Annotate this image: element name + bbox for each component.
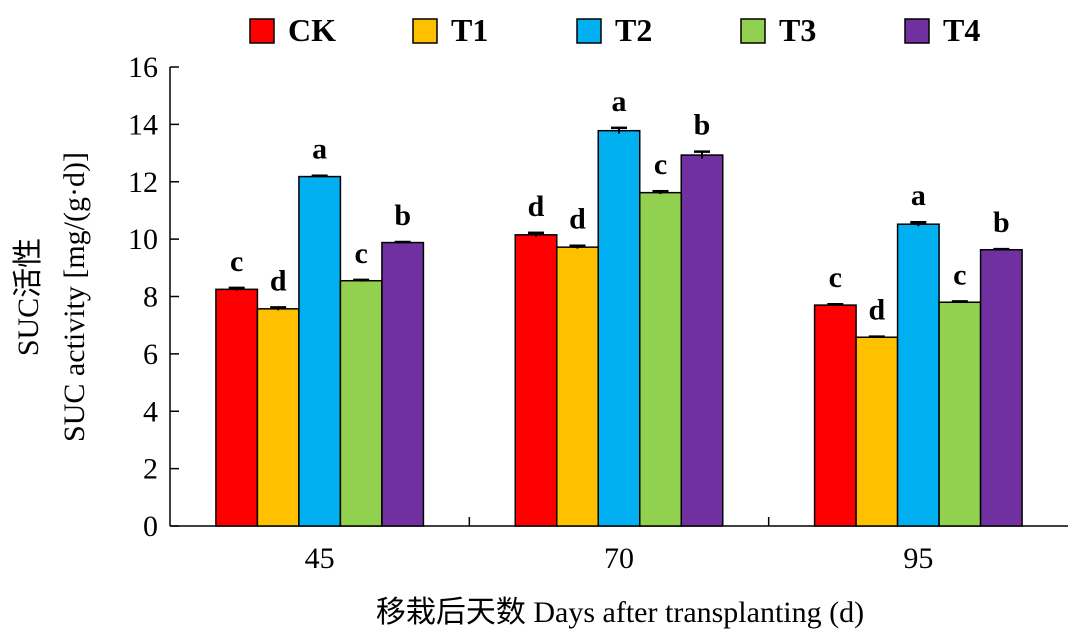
- y-axis-title-line1: SUC活性: [12, 238, 45, 356]
- significance-label: d: [270, 264, 287, 297]
- x-axis-title: 移栽后天数 Days after transplanting (d): [376, 596, 864, 629]
- y-axis-title-line2: SUC activity [mg/(g·d)]: [58, 152, 91, 442]
- legend-label-t2: T2: [615, 12, 652, 48]
- y-tick-label: 16: [128, 51, 158, 84]
- bar-t4-45: [381, 241, 425, 527]
- bar-t3-95: [938, 301, 982, 527]
- y-tick-label: 6: [143, 338, 158, 371]
- bar-t1-45: [256, 308, 300, 527]
- legend: CK T1 T2 T3 T4: [249, 12, 980, 48]
- legend-label-t3: T3: [779, 12, 816, 48]
- significance-label: c: [829, 261, 842, 294]
- x-tick-label: 95: [903, 542, 933, 575]
- legend-swatch-t3: [740, 18, 766, 44]
- significance-label: c: [355, 237, 368, 270]
- bar-ck-45: [215, 288, 259, 527]
- y-tick-label: 10: [128, 223, 158, 256]
- bar-ck-95: [813, 304, 857, 527]
- significance-label: a: [312, 133, 327, 166]
- y-tick-label: 2: [143, 453, 158, 486]
- legend-label-t4: T4: [943, 12, 980, 48]
- legend-swatch-ck: [249, 18, 275, 44]
- significance-label: b: [993, 206, 1010, 239]
- bar-t1-95: [855, 336, 899, 527]
- bar-t3-45: [339, 279, 383, 527]
- y-tick-label: 8: [143, 281, 158, 314]
- bar-ck-70: [514, 234, 558, 527]
- bar-t3-70: [639, 191, 682, 527]
- significance-label: c: [654, 148, 667, 181]
- significance-label: a: [612, 85, 627, 118]
- significance-label: b: [394, 199, 411, 232]
- y-tick-label: 0: [143, 510, 158, 543]
- legend-swatch-t2: [576, 18, 602, 44]
- axes: 0 2 4 6 8 10 12 14 16 45 70 95: [128, 51, 1068, 575]
- significance-label: d: [528, 190, 545, 223]
- legend-swatch-t4: [904, 18, 930, 44]
- legend-label-t1: T1: [451, 12, 488, 48]
- bar-t2-95: [896, 223, 940, 527]
- legend-swatch-t1: [412, 18, 438, 44]
- significance-label: a: [911, 179, 926, 212]
- significance-label: b: [694, 109, 711, 142]
- significance-label: d: [569, 203, 586, 236]
- legend-label-ck: CK: [288, 12, 336, 48]
- y-tick-label: 12: [128, 166, 158, 199]
- bar-t4-70: [680, 154, 724, 527]
- significance-label: d: [868, 294, 885, 327]
- x-tick-label: 45: [305, 542, 335, 575]
- bar-t2-70: [597, 129, 641, 527]
- y-tick-label: 4: [143, 395, 158, 428]
- y-tick-label: 14: [128, 108, 158, 141]
- x-tick-label: 70: [604, 542, 634, 575]
- bar-t1-70: [556, 246, 599, 527]
- significance-label: c: [230, 245, 243, 278]
- bar-t2-45: [298, 175, 342, 527]
- bar-t4-95: [979, 248, 1023, 527]
- significance-label: c: [953, 258, 966, 291]
